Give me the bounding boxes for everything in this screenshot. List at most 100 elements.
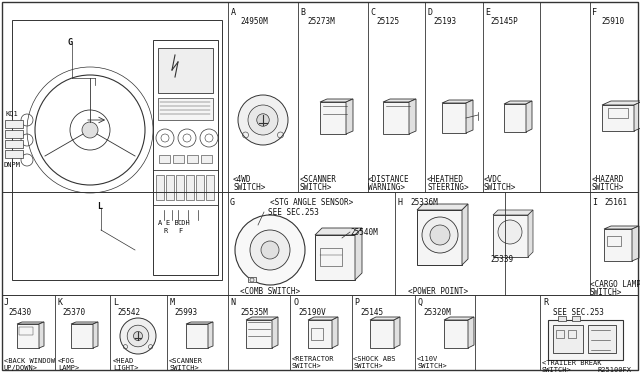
Polygon shape (71, 322, 98, 324)
Text: J: J (4, 298, 9, 307)
Polygon shape (493, 210, 533, 215)
Bar (320, 102, 346, 134)
Bar (5, 140, 23, 148)
Bar (19, 327, 33, 335)
Text: <HEATHED: <HEATHED (427, 175, 464, 184)
Polygon shape (315, 228, 362, 235)
Bar (370, 320, 394, 348)
Bar (320, 248, 342, 266)
Text: H: H (397, 198, 402, 207)
Text: F: F (178, 228, 182, 234)
Polygon shape (604, 226, 639, 229)
Bar (186, 324, 208, 348)
Bar (308, 320, 332, 348)
Text: 25370: 25370 (62, 308, 85, 317)
Text: R25100FX: R25100FX (597, 367, 631, 372)
Text: L: L (113, 298, 118, 307)
Text: F: F (592, 8, 597, 17)
Circle shape (235, 215, 305, 285)
Text: LIGHT>: LIGHT> (113, 365, 138, 371)
Polygon shape (320, 99, 353, 102)
Text: 24950M: 24950M (240, 17, 268, 26)
Text: <COMB SWITCH>: <COMB SWITCH> (240, 287, 300, 296)
Bar (246, 320, 272, 348)
Text: <110V: <110V (417, 356, 438, 362)
Text: <SCANNER: <SCANNER (300, 175, 337, 184)
Text: D: D (427, 8, 432, 17)
Text: G: G (68, 38, 73, 47)
Text: <CARGO LAMP: <CARGO LAMP (590, 280, 640, 289)
Bar (5, 130, 23, 138)
Bar (315, 235, 355, 280)
Polygon shape (634, 101, 640, 131)
Text: O: O (293, 298, 298, 307)
Bar (176, 175, 184, 200)
Bar (159, 155, 170, 163)
Bar (417, 210, 462, 265)
Circle shape (120, 318, 156, 354)
Polygon shape (444, 317, 474, 320)
Polygon shape (308, 317, 338, 320)
Bar (548, 320, 623, 360)
Polygon shape (93, 322, 98, 348)
Text: KQ1: KQ1 (5, 110, 18, 116)
Text: <DISTANCE: <DISTANCE (368, 175, 410, 184)
Text: A: A (158, 220, 163, 226)
Text: 25540M: 25540M (350, 228, 378, 237)
Bar (173, 155, 184, 163)
Bar (158, 48, 213, 93)
Polygon shape (186, 322, 213, 324)
Polygon shape (17, 322, 44, 324)
Bar (248, 277, 256, 282)
Text: E: E (485, 8, 490, 17)
Text: <FOG: <FOG (58, 358, 75, 364)
Polygon shape (462, 204, 468, 265)
Text: SWITCH>: SWITCH> (590, 288, 622, 297)
Text: 25336M: 25336M (410, 198, 438, 207)
Text: R: R (164, 228, 168, 234)
Bar (607, 236, 621, 246)
Text: <HAZARD: <HAZARD (592, 175, 625, 184)
Text: N: N (230, 298, 235, 307)
Bar (187, 155, 198, 163)
Circle shape (82, 122, 98, 138)
Text: 25193: 25193 (433, 17, 456, 26)
Polygon shape (602, 101, 640, 105)
Text: 25910: 25910 (601, 17, 624, 26)
Bar (17, 324, 39, 348)
Bar (602, 105, 634, 131)
Bar (201, 155, 212, 163)
Text: M: M (170, 298, 175, 307)
Polygon shape (409, 99, 416, 134)
Text: 25320M: 25320M (423, 308, 451, 317)
Text: SWITCH>: SWITCH> (542, 367, 572, 372)
Bar (196, 175, 204, 200)
Circle shape (430, 225, 450, 245)
Bar (311, 328, 323, 340)
Text: SWITCH>: SWITCH> (484, 183, 516, 192)
Polygon shape (346, 99, 353, 134)
Polygon shape (39, 322, 44, 348)
Polygon shape (355, 228, 362, 280)
Text: <4WD: <4WD (233, 175, 252, 184)
Polygon shape (528, 210, 533, 257)
Polygon shape (468, 317, 474, 348)
Circle shape (248, 105, 278, 135)
Bar (558, 316, 566, 321)
Text: CDH: CDH (178, 220, 191, 226)
Bar (153, 40, 218, 275)
Text: SWITCH>: SWITCH> (292, 363, 322, 369)
Text: K: K (58, 298, 63, 307)
Text: <SCANNER: <SCANNER (169, 358, 203, 364)
Text: 25145P: 25145P (490, 17, 518, 26)
Bar (553, 325, 583, 353)
Bar (444, 320, 468, 348)
Polygon shape (332, 317, 338, 348)
Text: <HEAD: <HEAD (113, 358, 134, 364)
Text: <POWER POINT>: <POWER POINT> (408, 287, 468, 296)
Text: 25542: 25542 (117, 308, 140, 317)
Text: SWITCH>: SWITCH> (592, 183, 625, 192)
Circle shape (498, 220, 522, 244)
Circle shape (238, 95, 288, 145)
Polygon shape (442, 100, 473, 103)
